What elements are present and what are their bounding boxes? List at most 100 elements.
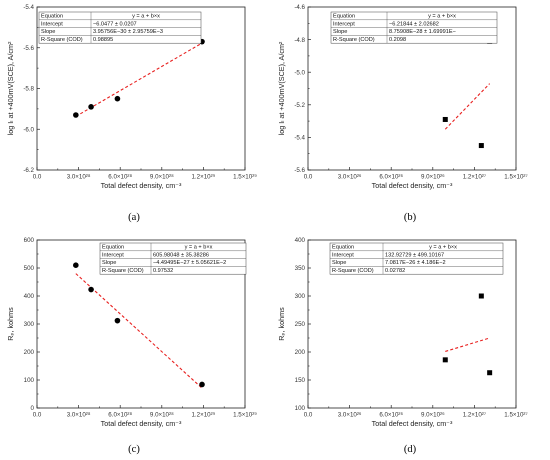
y-tick-label: -5.0 [294, 69, 305, 76]
x-tick-label: 3.0×10²⁸ [67, 412, 91, 419]
y-tick-label: -5.2 [294, 102, 305, 109]
x-tick-label: 1.5×10²⁹ [233, 174, 257, 181]
fit-table-label: Intercept [333, 21, 355, 27]
x-axis-label: Total defect density, cm⁻³ [372, 181, 453, 190]
y-tick-label: 200 [24, 349, 35, 356]
fit-table-label: R-Square (COD) [41, 37, 83, 43]
y-tick-label: -4.6 [294, 4, 305, 11]
x-tick-label: 9.0×10²⁸ [150, 174, 174, 181]
y-tick-label: -5.4 [23, 4, 34, 11]
y-tick-label: -5.6 [23, 45, 34, 52]
fit-table-label: Slope [332, 260, 346, 266]
fit-table-value: 132.92729 ± 499.10167 [385, 252, 444, 258]
x-tick-label: 0.0 [33, 412, 42, 419]
y-axis-label: log Iₗ at +400mV(SCE), A/cm² [6, 41, 15, 135]
fit-line [75, 42, 203, 117]
data-point [73, 112, 79, 118]
y-axis-label: Rₚ, kohms [6, 307, 15, 341]
fit-table-label: Slope [333, 29, 347, 35]
y-tick-label: 500 [24, 265, 35, 272]
fit-table-label: R-Square (COD) [333, 37, 375, 43]
fit-table-value: −6.0477 ± 0.0207 [93, 21, 137, 27]
fit-table-label: Slope [41, 29, 55, 35]
fit-line [75, 273, 203, 389]
y-tick-label: 350 [295, 265, 306, 272]
fit-table-label: Equation [333, 14, 355, 20]
fit-table-value: 0.2098 [389, 37, 406, 43]
y-tick-label: 400 [24, 293, 35, 300]
data-point [114, 95, 121, 102]
fit-table-value: −4.49495E−27 ± 5.05621E−2 [153, 260, 226, 266]
data-point [487, 370, 493, 376]
y-axis-label: Rₚ, kohms [277, 307, 286, 341]
fit-table-value: 8.75908E−28 ± 1.69991E− [389, 29, 456, 35]
y-tick-label: 150 [295, 377, 306, 384]
x-tick-label: 1.5×10²⁷ [504, 412, 527, 419]
fit-table-label: Intercept [41, 21, 63, 27]
data-point [478, 143, 484, 149]
y-tick-label: 0 [31, 405, 35, 412]
panel-label: (d) [404, 444, 417, 455]
fit-line [445, 337, 490, 352]
panel-b: 0.0 3.0×10²⁶ 6.0×10²⁶ 9.0×10²⁶ 1.2×10²⁷ 1.5×1… [277, 4, 528, 223]
x-tick-label: 1.2×10²⁷ [463, 412, 486, 419]
x-tick-label: 0.0 [33, 174, 42, 181]
x-tick-label: 3.0×10²⁶ [338, 412, 362, 419]
panel-d: 0.0 3.0×10²⁶ 6.0×10²⁶ 9.0×10²⁶ 1.2×10²⁷ 1.5×1… [277, 237, 528, 455]
y-axis-label: log Iₗ at +400mV(SCE), A/cm² [277, 41, 286, 135]
x-tick-label: 1.2×10²⁷ [463, 174, 486, 181]
fit-table-value: y = a + b×x [428, 14, 456, 20]
fit-table-value: y = a + b×x [132, 14, 160, 20]
y-tick-label: -6.0 [23, 126, 34, 133]
x-axis-label: Total defect density, cm⁻³ [101, 419, 182, 428]
x-axis-label: Total defect density, cm⁻³ [372, 419, 453, 428]
data-point [88, 104, 94, 110]
panel-label: (a) [128, 212, 140, 223]
data-point [88, 286, 94, 293]
fit-line [444, 83, 491, 130]
panel-label: (b) [404, 212, 417, 223]
y-tick-label: -4.8 [294, 37, 305, 44]
y-tick-label: 100 [295, 405, 306, 412]
panel-a: 0.0 3.0×10²⁸ 6.0×10²⁸ 9.0×10²⁸ 1.2×10²⁹ 1.5×1… [6, 4, 257, 223]
y-tick-label: 400 [295, 237, 306, 244]
x-tick-label: 6.0×10²⁶ [379, 174, 403, 181]
y-tick-label: 300 [24, 321, 35, 328]
fit-table-label: Intercept [332, 252, 354, 258]
fit-table-value: 3.95756E−30 ± 2.95759E−3 [93, 29, 163, 35]
fit-table-label: Intercept [102, 252, 124, 258]
y-tick-label: -5.8 [23, 86, 34, 93]
fit-table: Equation y = a + b×x Intercept −6.0477 ± 0.… [38, 11, 202, 44]
x-tick-label: 0.0 [304, 174, 313, 181]
x-tick-label: 9.0×10²⁸ [150, 412, 174, 419]
y-tick-label: 250 [295, 321, 306, 328]
data-point [73, 262, 79, 269]
fit-table-label: Equation [332, 245, 354, 251]
data-point [442, 357, 448, 363]
fit-table-value: 7.0817E−26 ± 4.186E−2 [385, 260, 446, 266]
data-point [114, 317, 121, 324]
y-tick-label: 600 [24, 237, 35, 244]
fit-table-label: Slope [102, 260, 116, 266]
x-tick-label: 1.5×10²⁹ [233, 412, 257, 419]
fit-table-value: 0.97532 [153, 268, 173, 274]
x-tick-label: 6.0×10²⁶ [379, 412, 403, 419]
x-axis-label: Total defect density, cm⁻³ [101, 181, 182, 190]
data-point [478, 293, 484, 299]
x-tick-label: 1.2×10²⁹ [191, 412, 215, 419]
y-tick-label: -5.6 [294, 167, 305, 174]
y-tick-label: 100 [24, 377, 35, 384]
x-tick-label: 1.2×10²⁹ [191, 174, 215, 181]
fit-table: Equation y = a + b×x Intercept −6.21844 ± 2… [330, 11, 498, 44]
fit-table-label: Equation [102, 245, 124, 251]
fit-table-value: −6.21844 ± 2.02682 [389, 21, 439, 27]
fit-table: Equation y = a + b×x Intercept 132.92729 ± … [329, 242, 504, 275]
y-tick-label: 200 [295, 349, 306, 356]
fit-table-value: 0.02782 [385, 268, 405, 274]
x-tick-label: 1.5×10²⁷ [504, 174, 527, 181]
y-tick-label: -5.4 [294, 135, 305, 142]
x-tick-label: 0.0 [304, 412, 313, 419]
x-tick-label: 3.0×10²⁶ [338, 174, 362, 181]
x-tick-label: 3.0×10²⁸ [67, 174, 91, 181]
